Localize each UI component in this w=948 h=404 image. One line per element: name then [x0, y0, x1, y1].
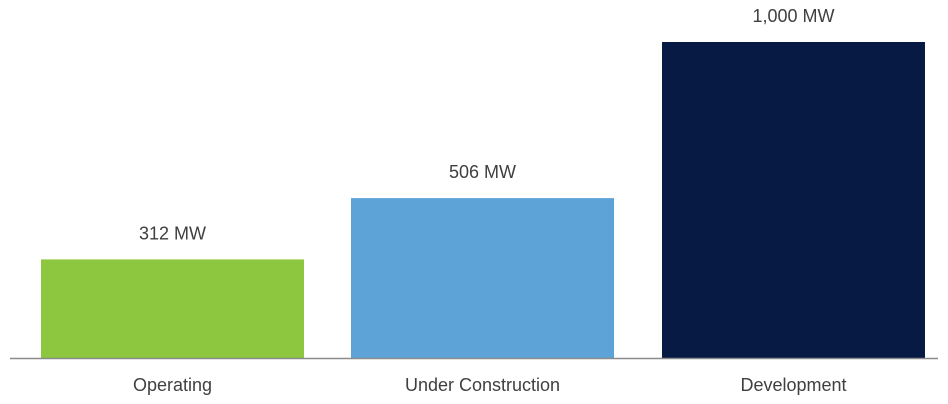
data-label-operating: 312 MW [139, 223, 206, 243]
bars-group [41, 42, 925, 358]
bar-operating [41, 259, 304, 358]
data-label-under-construction: 506 MW [449, 162, 516, 182]
data-label-development: 1,000 MW [752, 6, 834, 26]
bar-under-construction [351, 198, 614, 358]
category-label-operating: Operating [133, 375, 212, 395]
category-labels-group: Operating Under Construction Development [133, 375, 847, 395]
bar-development [662, 42, 925, 358]
category-label-under-construction: Under Construction [405, 375, 560, 395]
category-label-development: Development [740, 375, 846, 395]
value-labels-group: 312 MW 506 MW 1,000 MW [139, 6, 835, 243]
